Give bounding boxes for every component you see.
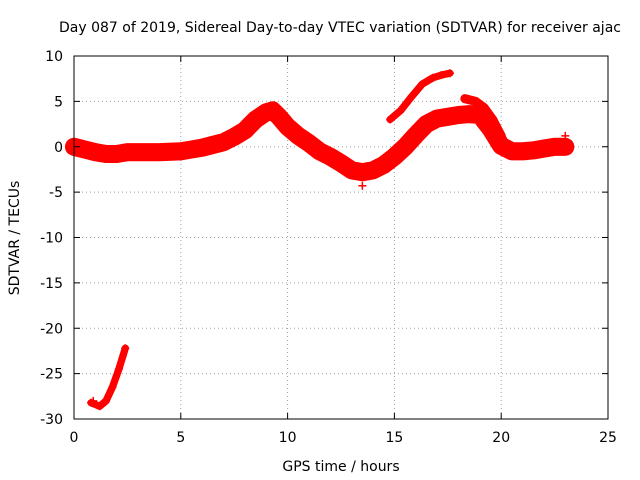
data-point	[460, 94, 469, 103]
y-tick-label: -10	[40, 231, 63, 247]
data-point	[475, 110, 484, 119]
data-point	[550, 142, 559, 151]
data-point	[443, 112, 452, 121]
x-tick-label: 25	[599, 430, 617, 446]
y-tick-label: -5	[49, 185, 63, 201]
outlier-point	[561, 131, 570, 140]
x-tick-label: 10	[279, 430, 297, 446]
data-point	[561, 142, 570, 151]
data-point	[176, 147, 185, 156]
data-point	[379, 160, 388, 169]
data-point	[240, 126, 249, 135]
outlier-point	[89, 396, 98, 405]
data-point	[386, 115, 395, 124]
data-point	[497, 141, 506, 150]
data-point	[539, 144, 548, 153]
data-point	[396, 106, 405, 115]
data-point	[219, 138, 228, 147]
y-tick-label: -30	[40, 412, 63, 428]
data-point	[114, 365, 123, 374]
y-tick-label: 10	[45, 49, 63, 65]
x-axis-label: GPS time / hours	[282, 459, 399, 475]
data-point	[304, 139, 313, 148]
data-point	[507, 147, 516, 156]
data-point	[422, 120, 431, 129]
data-point	[480, 103, 489, 112]
y-tick-label: -25	[40, 367, 63, 383]
data-point	[411, 130, 420, 139]
data-point	[121, 344, 130, 353]
data-point	[497, 131, 506, 140]
data-point	[123, 148, 132, 157]
data-point	[454, 110, 463, 119]
data-point	[428, 73, 437, 82]
x-tick-label: 5	[176, 430, 185, 446]
grid-layer	[74, 56, 608, 419]
data-point	[102, 150, 111, 159]
data-point	[433, 114, 442, 123]
chart-title: Day 087 of 2019, Sidereal Day-to-day VTE…	[59, 20, 621, 36]
data-point	[407, 92, 416, 101]
data-point	[108, 383, 117, 392]
data-point	[437, 71, 446, 80]
data-point	[294, 131, 303, 140]
data-point	[347, 166, 356, 175]
data-point	[418, 80, 427, 89]
y-tick-label: -20	[40, 321, 63, 337]
y-tick-label: 5	[54, 94, 63, 110]
data-point	[230, 132, 239, 141]
y-axis-label: SDTVAR / TECUs	[7, 181, 23, 296]
y-tick-label: -15	[40, 276, 63, 292]
data-point	[369, 166, 378, 175]
data-point	[488, 115, 497, 124]
data-point	[198, 143, 207, 152]
data-point	[155, 148, 164, 157]
data-point	[315, 147, 324, 156]
data-point	[134, 148, 143, 157]
data-point	[262, 108, 271, 117]
data-point	[471, 97, 480, 106]
data-point	[112, 150, 121, 159]
data-point	[465, 110, 474, 119]
data-point	[268, 106, 277, 115]
data-point	[95, 402, 104, 411]
data-point	[401, 142, 410, 151]
data-point	[518, 147, 527, 156]
outlier-point	[358, 181, 367, 190]
data-point	[91, 148, 100, 157]
data-layer	[64, 69, 575, 411]
x-tick-label: 0	[70, 430, 79, 446]
tick-layer: 0 5 10 15 20 25 -30 -25 -20 -15 -10 -5 0 5 10	[40, 49, 617, 446]
x-tick-label: 15	[385, 430, 403, 446]
data-point	[187, 145, 196, 154]
y-tick-label: 0	[54, 140, 63, 156]
data-point	[326, 152, 335, 161]
x-tick-label: 20	[492, 430, 510, 446]
data-point	[283, 122, 292, 131]
data-point	[275, 112, 284, 121]
data-point	[445, 69, 454, 78]
data-point	[102, 396, 111, 405]
data-point	[529, 146, 538, 155]
data-point	[80, 145, 89, 154]
series-low-arc	[87, 344, 129, 410]
data-point	[251, 115, 260, 124]
data-point	[390, 152, 399, 161]
data-point	[337, 159, 345, 168]
data-point	[358, 168, 367, 177]
